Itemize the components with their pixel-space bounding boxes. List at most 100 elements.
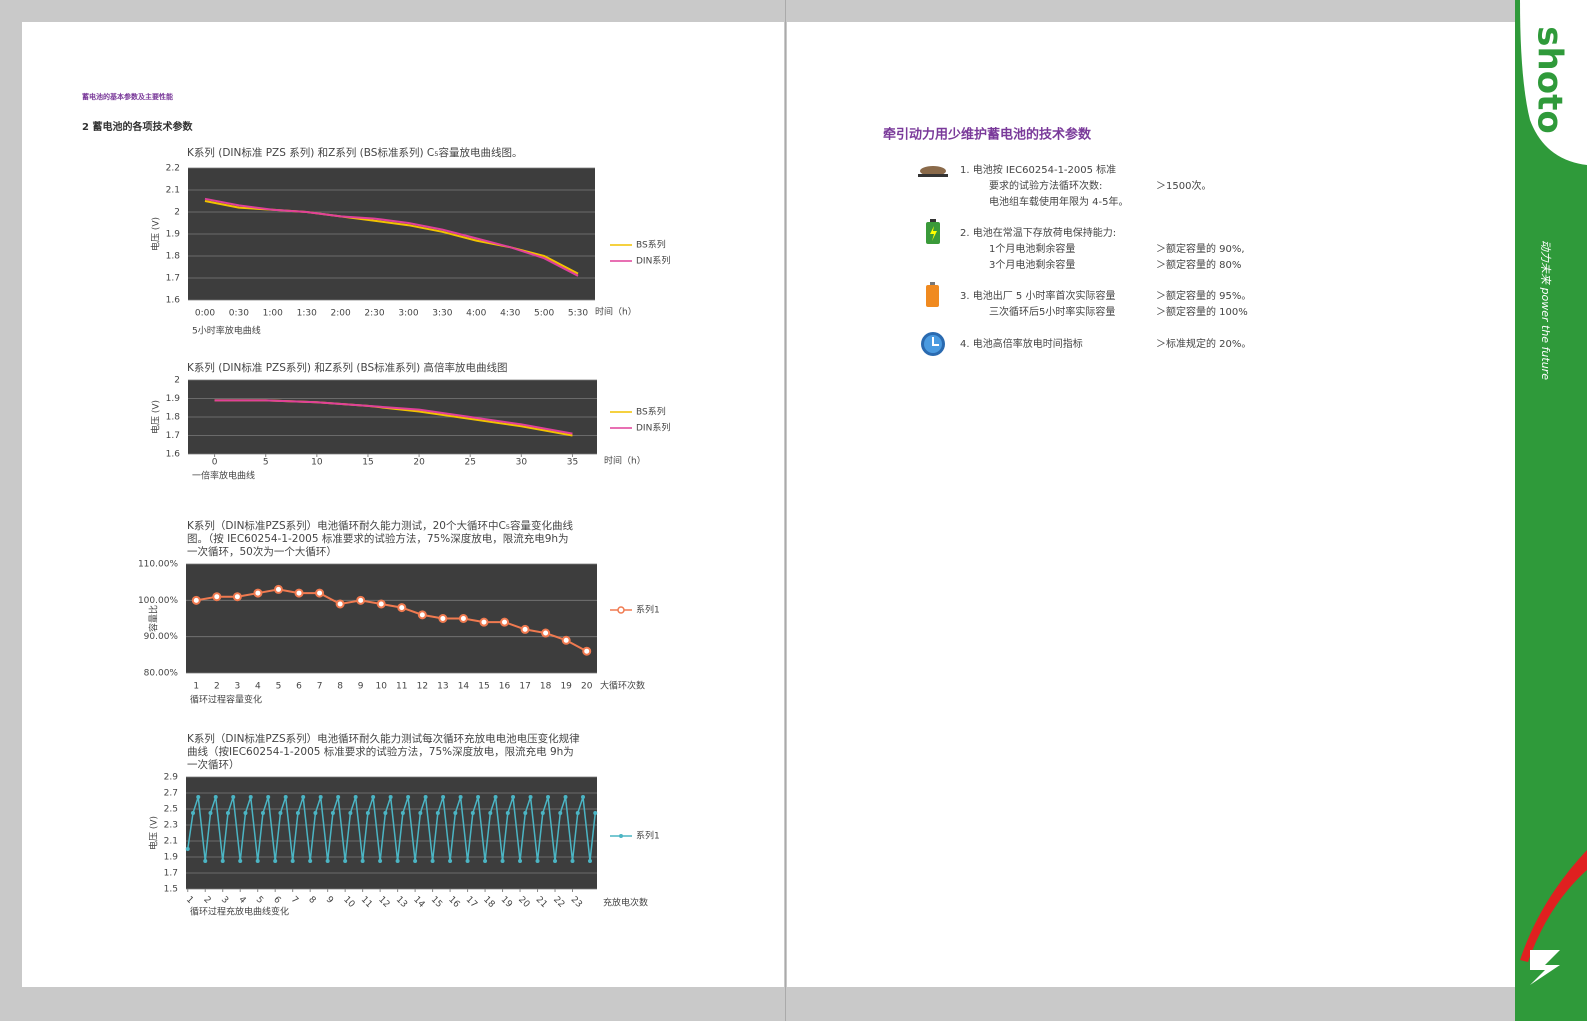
brand: shoto [1530,26,1570,133]
data-point [479,617,489,627]
data-point [441,795,446,799]
data-point [283,795,288,799]
data-point [225,811,230,815]
data-point [476,795,481,799]
clock-icon [921,332,945,356]
data-point [430,859,435,863]
data-point [575,811,580,815]
x-tick-label: 9 [324,895,335,906]
data-point [528,795,533,799]
data-point [582,646,592,656]
y-tick-label: 90.00% [144,632,179,642]
sidebar-band [1515,0,1587,1021]
red-swoosh [1520,850,1587,962]
y-tick-label: 1.9 [166,394,181,404]
y-tick-label: 2.1 [166,186,180,196]
chart-title: 一次循环） [187,758,240,771]
data-point [520,624,530,634]
data-point [190,811,195,815]
data-point [448,859,453,863]
x-tick-label: 14 [458,682,470,692]
x-tick-label: 3:00 [398,309,418,319]
brand-panel [1520,0,1587,165]
chart-title: 一次循环，50次为一个大循环） [187,545,337,558]
x-tick-label: 16 [499,682,511,692]
x-tick-label: 8 [337,682,343,692]
x-tick-label: 13 [437,682,448,692]
legend-marker [617,606,625,614]
x-tick-label: 5 [254,895,265,906]
data-point [253,588,263,598]
data-point [376,599,386,609]
spec-label: 电池组车载使用年限为 4-5年。 [989,195,1129,208]
data-point [413,859,418,863]
x-tick-label: 11 [396,682,407,692]
y-tick-label: 2.1 [164,837,178,847]
chart-title: K系列 (DIN标准 PZS 系列) 和Z系列 (BS标准系列) C₅容量放电曲… [187,146,522,159]
x-tick-label: 0 [212,458,218,468]
data-point [343,859,348,863]
data-point [260,811,265,815]
y-tick-label: 2.7 [164,789,178,799]
data-point [315,588,325,598]
data-point [308,859,313,863]
spec-value: ＞额定容量的 100% [1156,305,1248,318]
y-tick-label: 2.5 [164,805,178,815]
data-point [438,614,448,623]
data-point [505,811,510,815]
data-point [570,859,575,863]
logo-mark [1530,950,1560,985]
data-point [335,599,345,609]
spec-value: ＞额定容量的 90%, [1156,242,1245,255]
x-tick-label: 12 [417,682,428,692]
y-axis-label: 电压 (V) [150,400,162,434]
spec-value: ＞额定容量的 80% [1156,258,1241,271]
x-tick-label: 17 [519,682,530,692]
data-point [278,811,283,815]
x-tick-label: 3:30 [432,309,452,319]
data-point [458,795,463,799]
data-point [255,859,260,863]
x-tick-label: 7 [317,682,323,692]
legend-label: BS系列 [636,239,666,251]
y-axis-label: 电压 (V) [150,217,162,251]
data-point [301,795,306,799]
data-point [458,614,468,623]
y-tick-label: 2.3 [164,821,178,831]
x-tick-label: 1:00 [263,309,283,319]
x-tick-label: 18 [540,682,552,692]
chart-title: 图。（按 IEC60254-1-2005 标准要求的试验方法，75%深度放电，限… [187,532,569,545]
y-tick-label: 80.00% [144,669,179,679]
x-tick-label: 4 [255,682,261,692]
x-tick-label: 5 [276,682,282,692]
data-point [388,795,393,799]
spec-title: 牵引动力用少维护蓄电池的技术参数 [883,127,1092,143]
data-point [313,811,318,815]
x-tick-label: 2:30 [364,309,384,319]
spec-value: ＞标准规定的 20%。 [1156,337,1251,350]
x-tick-label: 1 [184,895,195,906]
data-point [266,795,271,799]
data-point [418,811,423,815]
data-point [500,859,505,863]
data-point [294,588,304,598]
data-point [273,584,283,594]
data-point [406,795,411,799]
x-tick-label: 8 [306,895,317,906]
data-point [238,859,243,863]
chart-caption: 一倍率放电曲线 [192,470,255,482]
data-point [581,795,586,799]
x-tick-label: 5:30 [568,309,588,319]
x-axis-label: 时间（h） [595,306,637,318]
x-tick-label: 4:30 [500,309,520,319]
y-tick-label: 110.00% [138,560,178,570]
y-tick-label: 1.7 [164,869,178,879]
legend-marker [619,834,623,838]
x-tick-label: 7 [289,895,300,906]
data-point [465,859,470,863]
data-point [397,603,407,613]
legend-label: 系列1 [636,604,660,616]
data-point [563,795,568,799]
